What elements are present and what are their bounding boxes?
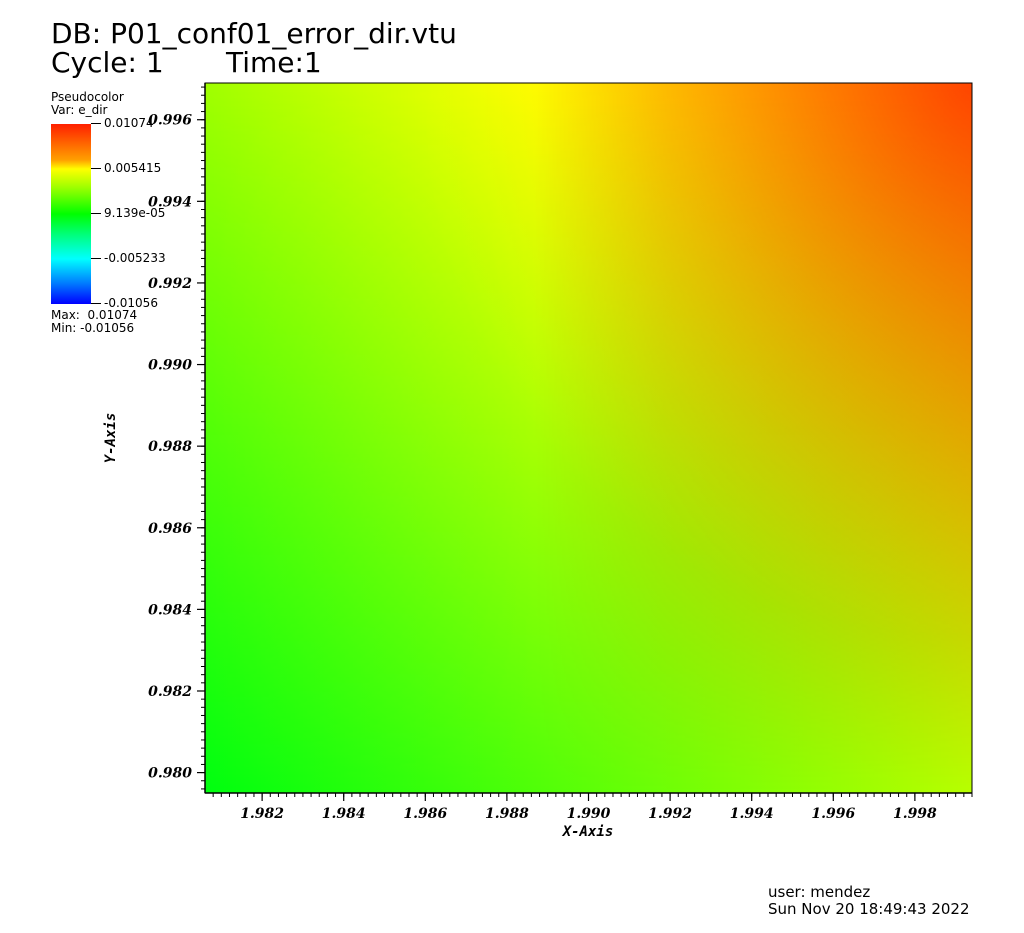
- colorbar-label: 0.005415: [104, 161, 162, 175]
- legend-min: Min: -0.01056: [51, 321, 135, 335]
- colorbar-tick: [91, 168, 101, 169]
- y-tick-label: 0.986: [148, 521, 192, 537]
- x-tick-label: 1.996: [811, 806, 855, 822]
- y-tick-label: 0.990: [148, 358, 192, 374]
- legend-max: Max: 0.01074: [51, 308, 138, 322]
- x-tick-label: 1.984: [322, 806, 366, 822]
- x-tick-label: 1.986: [403, 806, 447, 822]
- y-tick-group: 0.980 0.982 0.984 0.986 0.988 0.990 0.992 0.994…: [148, 86, 205, 790]
- x-tick-group: 1.982 1.984 1.986 1.988 1.990 1.992 1.994 1.996…: [212, 793, 973, 822]
- colorbar-tick: [91, 123, 101, 124]
- colorbar-label: -0.005233: [104, 251, 166, 265]
- y-tick-label: 0.996: [148, 113, 192, 129]
- x-axis-label: X-Axis: [562, 824, 614, 840]
- db-title: DB: P01_conf01_error_dir.vtu: [51, 17, 457, 50]
- y-axis-label: Y-Axis: [103, 413, 119, 464]
- y-tick-label: 0.980: [148, 766, 192, 782]
- colorbar-label: 9.139e-05: [104, 206, 166, 220]
- x-tick-label: 1.990: [567, 806, 611, 822]
- colorbar-tick: [91, 303, 101, 304]
- legend-var: Var: e_dir: [51, 103, 108, 117]
- y-tick-label: 0.984: [148, 602, 192, 618]
- x-tick-label: 1.992: [648, 806, 692, 822]
- colorbar: [51, 124, 91, 304]
- cycle-time: Cycle: 1 Time:1: [51, 46, 322, 79]
- colorbar-tick: [91, 258, 101, 259]
- colorbar-label-min: -0.01056: [104, 296, 158, 310]
- y-tick-label: 0.994: [148, 194, 192, 210]
- colorbar-label-max: 0.01074: [104, 116, 154, 130]
- y-tick-label: 0.992: [148, 276, 192, 292]
- colorbar-tick: [91, 213, 101, 214]
- x-tick-label: 1.988: [485, 806, 529, 822]
- footer-user: user: mendez: [768, 883, 871, 901]
- footer-date: Sun Nov 20 18:49:43 2022: [768, 900, 970, 918]
- x-tick-label: 1.994: [730, 806, 774, 822]
- x-tick-label: 1.998: [893, 806, 937, 822]
- heatmap-field: [205, 83, 972, 793]
- y-tick-label: 0.988: [148, 439, 192, 455]
- y-tick-label: 0.982: [148, 684, 192, 700]
- x-tick-label: 1.982: [240, 806, 284, 822]
- legend-plot-type: Pseudocolor: [51, 90, 124, 104]
